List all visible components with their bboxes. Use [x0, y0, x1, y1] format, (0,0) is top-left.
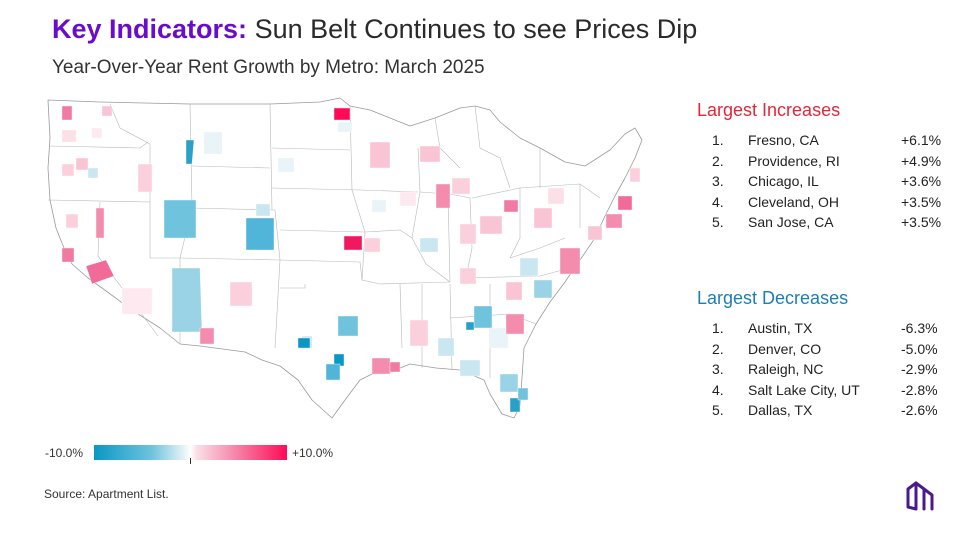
decrease-metro: Austin, TX — [748, 320, 813, 336]
decrease-value: -2.6% — [901, 402, 938, 418]
decrease-row: 1. Austin, TX -6.3% — [697, 320, 957, 341]
largest-decreases-panel: Largest Decreases 1. Austin, TX -6.3% 2. De… — [697, 288, 957, 423]
page-title: Key Indicators: Sun Belt Continues to se… — [52, 14, 697, 45]
metro-sacramento — [65, 213, 79, 229]
decrease-rank: 4. — [712, 381, 724, 398]
decrease-metro: Salt Lake City, UT — [748, 381, 860, 398]
decrease-row: 3. Raleigh, NC -2.9% — [697, 361, 957, 382]
metro-san-antonio — [325, 363, 341, 381]
decrease-rank: 3. — [712, 361, 724, 377]
metro-austin — [333, 353, 345, 367]
metro-reno — [121, 287, 153, 315]
metro-providence — [617, 195, 633, 211]
decrease-metro: Raleigh, NC — [748, 361, 824, 377]
increase-metro: Chicago, IL — [748, 173, 819, 189]
increase-row: 5. San Jose, CA +3.5% — [697, 214, 957, 235]
decrease-rank: 1. — [712, 320, 724, 336]
metro-boise — [185, 139, 195, 165]
decrease-row: 2. Denver, CO -5.0% — [697, 341, 957, 362]
largest-increases-panel: Largest Increases 1. Fresno, CA +6.1% 2. Pr… — [697, 100, 957, 235]
metro-chicago — [435, 183, 451, 209]
increase-value: +3.5% — [901, 214, 942, 230]
increase-row: 3. Chicago, IL +3.6% — [697, 173, 957, 194]
title-text: Sun Belt Continues to see Prices Dip — [254, 14, 698, 44]
metro-portland — [61, 129, 77, 143]
increase-value: +4.9% — [901, 152, 942, 169]
decrease-value: -6.3% — [901, 320, 938, 336]
decrease-value: -5.0% — [901, 340, 938, 357]
metro-miami — [509, 397, 521, 413]
increase-row: 1. Fresno, CA +6.1% — [697, 132, 957, 153]
increase-rank: 5. — [712, 214, 724, 230]
decrease-row: 5. Dallas, TX -2.6% — [697, 402, 957, 423]
metro-nashville — [473, 305, 493, 329]
decrease-row: 4. Salt Lake City, UT -2.8% — [697, 382, 957, 403]
metro-minneapolis — [333, 107, 351, 121]
decrease-rank: 2. — [712, 340, 724, 357]
increase-row: 4. Cleveland, OH +3.5% — [697, 194, 957, 215]
us-rent-growth-map — [47, 97, 643, 419]
title-highlight: Key Indicators: — [52, 14, 248, 44]
metro-dallas — [337, 315, 359, 337]
increase-value: +6.1% — [901, 132, 942, 148]
decrease-metro: Dallas, TX — [748, 402, 813, 418]
increase-metro: Fresno, CA — [748, 132, 819, 148]
color-scale-zero-tick — [190, 458, 191, 464]
metro-houston — [371, 357, 391, 375]
apartment-list-logo-icon — [906, 481, 934, 511]
metro-san-jose — [61, 247, 75, 263]
legend-min-label: -10.0% — [45, 446, 84, 460]
source-note: Source: Apartment List. — [44, 487, 169, 501]
metro-areas — [61, 105, 641, 413]
increase-metro: Cleveland, OH — [748, 193, 840, 210]
increase-value: +3.6% — [901, 173, 942, 189]
decrease-metro: Denver, CO — [748, 340, 822, 357]
metro-atlanta — [489, 327, 509, 349]
metro-raleigh — [533, 279, 553, 299]
metro-phoenix — [171, 267, 203, 333]
increase-row: 2. Providence, RI +4.9% — [697, 153, 957, 174]
us-outline — [47, 97, 643, 419]
color-scale-bar — [94, 445, 287, 460]
increase-metro: Providence, RI — [748, 152, 840, 169]
metro-spokane — [101, 105, 113, 117]
largest-decreases-heading: Largest Decreases — [697, 288, 849, 308]
increase-value: +3.5% — [901, 193, 942, 210]
metro-denver — [245, 217, 275, 251]
decrease-value: -2.8% — [901, 381, 938, 398]
metro-tampa — [499, 373, 519, 393]
metro-salt-lake-city — [163, 199, 197, 239]
increase-rank: 2. — [712, 152, 724, 169]
legend-max-label: +10.0% — [292, 446, 334, 460]
metro-seattle — [61, 105, 73, 121]
decrease-rank: 5. — [712, 402, 724, 418]
increase-rank: 3. — [712, 173, 724, 189]
metro-cleveland — [503, 199, 519, 213]
metro-el-paso — [297, 337, 311, 349]
increase-rank: 4. — [712, 193, 724, 210]
page-subtitle: Year-Over-Year Rent Growth by Metro: Mar… — [52, 57, 485, 78]
metro-fresno — [85, 259, 115, 285]
decrease-value: -2.9% — [901, 361, 938, 377]
increase-metro: San Jose, CA — [748, 214, 834, 230]
metro-kansas-city — [343, 235, 363, 251]
largest-increases-heading: Largest Increases — [697, 100, 841, 120]
increase-rank: 1. — [712, 132, 724, 148]
